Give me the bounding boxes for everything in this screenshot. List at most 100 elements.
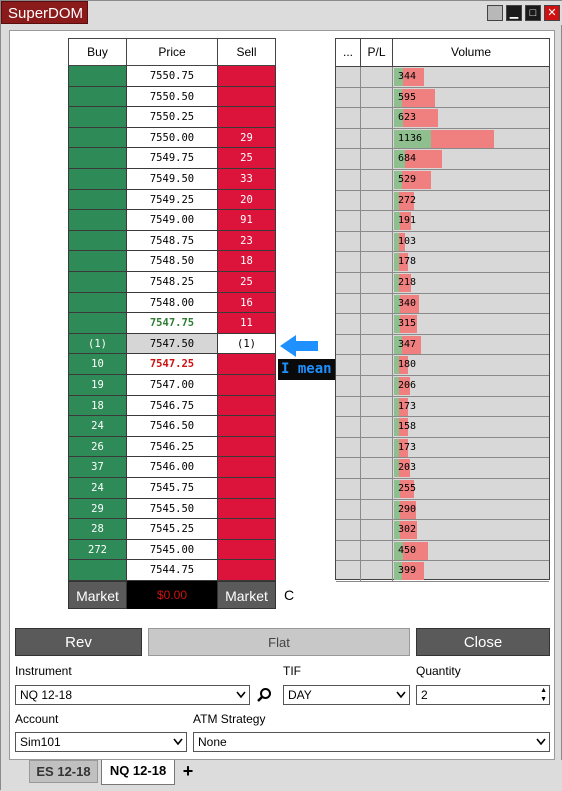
tif-select[interactable]: DAY <box>283 685 410 705</box>
spin-up-icon[interactable]: ▲ <box>540 687 547 694</box>
sell-cell[interactable] <box>217 478 276 499</box>
pl-cell <box>361 211 393 231</box>
sell-cell[interactable]: 91 <box>217 210 276 231</box>
add-tab-button[interactable]: + <box>177 760 199 783</box>
buy-cell[interactable]: 18 <box>68 395 127 417</box>
close-icon[interactable]: ✕ <box>544 5 560 21</box>
price-cell: 7544.75 <box>126 560 218 581</box>
title-bar[interactable]: SuperDOM ▁ □ ✕ <box>1 1 562 25</box>
close-button[interactable]: Close <box>416 628 550 656</box>
volume-row: 103 <box>336 231 549 253</box>
sell-cell[interactable] <box>217 539 276 561</box>
ladder-row: 7550.50 <box>68 86 276 108</box>
buy-cell[interactable] <box>68 272 127 293</box>
volume-row: 178 <box>336 252 549 273</box>
minimize-icon[interactable]: ▁ <box>506 5 522 21</box>
sell-cell[interactable] <box>217 498 276 520</box>
volume-row: 302 <box>336 520 549 541</box>
ladder-row: 24 7545.75 <box>68 478 276 499</box>
sell-cell[interactable] <box>217 354 276 375</box>
sell-cell[interactable]: 25 <box>217 272 276 293</box>
volume-row: 158 <box>336 417 549 438</box>
buy-cell[interactable] <box>68 189 127 211</box>
pl-cell <box>361 149 393 169</box>
tab-es-12-18[interactable]: ES 12-18 <box>29 760 98 783</box>
dots-cell <box>336 376 361 396</box>
buy-cell[interactable] <box>68 148 127 169</box>
sell-cell[interactable]: 20 <box>217 189 276 211</box>
market-buy-button[interactable]: Market <box>68 581 127 609</box>
dots-header[interactable]: ... <box>336 39 361 67</box>
buy-cell[interactable]: 24 <box>68 416 127 437</box>
buy-cell[interactable] <box>68 169 127 190</box>
settings-icon[interactable] <box>487 5 503 21</box>
dots-cell <box>336 334 361 355</box>
buy-cell[interactable]: 272 <box>68 539 127 561</box>
sell-cell[interactable] <box>217 395 276 417</box>
sell-cell[interactable] <box>217 66 276 87</box>
buy-cell[interactable] <box>68 86 127 108</box>
buy-cell[interactable] <box>68 127 127 149</box>
c-label: C <box>284 587 295 603</box>
sell-cell[interactable] <box>217 436 276 458</box>
buy-cell[interactable] <box>68 251 127 272</box>
sell-cell[interactable]: 25 <box>217 148 276 169</box>
sell-volume-bar <box>400 480 415 498</box>
dots-cell <box>336 108 361 128</box>
buy-cell[interactable] <box>68 107 127 128</box>
sell-cell[interactable] <box>217 416 276 437</box>
sell-cell[interactable] <box>217 86 276 108</box>
volume-row: 1136 <box>336 128 549 150</box>
account-select[interactable]: Sim101 <box>15 732 187 752</box>
market-sell-button[interactable]: Market <box>217 581 276 609</box>
quantity-stepper[interactable]: 2 ▲ ▼ <box>416 685 550 705</box>
volume-value: 158 <box>398 421 417 433</box>
buy-cell[interactable] <box>68 210 127 231</box>
buy-cell[interactable]: 10 <box>68 354 127 375</box>
buy-cell[interactable]: 24 <box>68 478 127 499</box>
tab-nq-12-18[interactable]: NQ 12-18 <box>101 760 175 785</box>
buy-cell[interactable] <box>68 292 127 314</box>
sell-cell[interactable] <box>217 107 276 128</box>
buy-cell[interactable]: 28 <box>68 519 127 540</box>
sell-cell[interactable] <box>217 519 276 540</box>
volume-row: 450 <box>336 540 549 562</box>
pl-cell <box>361 128 393 149</box>
flat-button[interactable]: Flat <box>148 628 410 656</box>
buy-cell[interactable]: 29 <box>68 498 127 520</box>
sell-cell[interactable] <box>217 375 276 396</box>
sell-cell[interactable]: 33 <box>217 169 276 190</box>
sell-cell[interactable]: (1) <box>217 333 276 355</box>
buy-volume-bar <box>394 397 399 416</box>
maximize-icon[interactable]: □ <box>525 5 541 21</box>
volume-value: 272 <box>398 194 417 206</box>
pl-cell <box>361 479 393 499</box>
buy-volume-bar <box>394 109 404 128</box>
spin-down-icon[interactable]: ▼ <box>540 696 547 703</box>
rev-button[interactable]: Rev <box>15 628 142 656</box>
ladder-row: 7549.50 33 <box>68 169 276 190</box>
buy-cell[interactable] <box>68 313 127 334</box>
buy-cell[interactable]: (1) <box>68 333 127 355</box>
buy-cell[interactable]: 26 <box>68 436 127 458</box>
sell-cell[interactable] <box>217 560 276 581</box>
pl-cell <box>361 273 393 293</box>
buy-cell[interactable]: 19 <box>68 375 127 396</box>
volume-row: 399 <box>336 561 549 582</box>
sell-cell[interactable]: 16 <box>217 292 276 314</box>
chevron-down-icon <box>236 691 246 699</box>
buy-cell[interactable] <box>68 560 127 581</box>
search-icon[interactable] <box>256 687 272 703</box>
sell-cell[interactable] <box>217 457 276 478</box>
sell-cell[interactable]: 11 <box>217 313 276 334</box>
buy-cell[interactable] <box>68 66 127 87</box>
atm-strategy-select[interactable]: None <box>193 732 550 752</box>
buy-cell[interactable] <box>68 230 127 252</box>
buy-cell[interactable]: 37 <box>68 457 127 478</box>
sell-cell[interactable]: 18 <box>217 251 276 272</box>
ladder-row: (1) 7547.50 (1) <box>68 333 276 355</box>
sell-cell[interactable]: 29 <box>217 127 276 149</box>
instrument-select[interactable]: NQ 12-18 <box>15 685 250 705</box>
sell-cell[interactable]: 23 <box>217 230 276 252</box>
